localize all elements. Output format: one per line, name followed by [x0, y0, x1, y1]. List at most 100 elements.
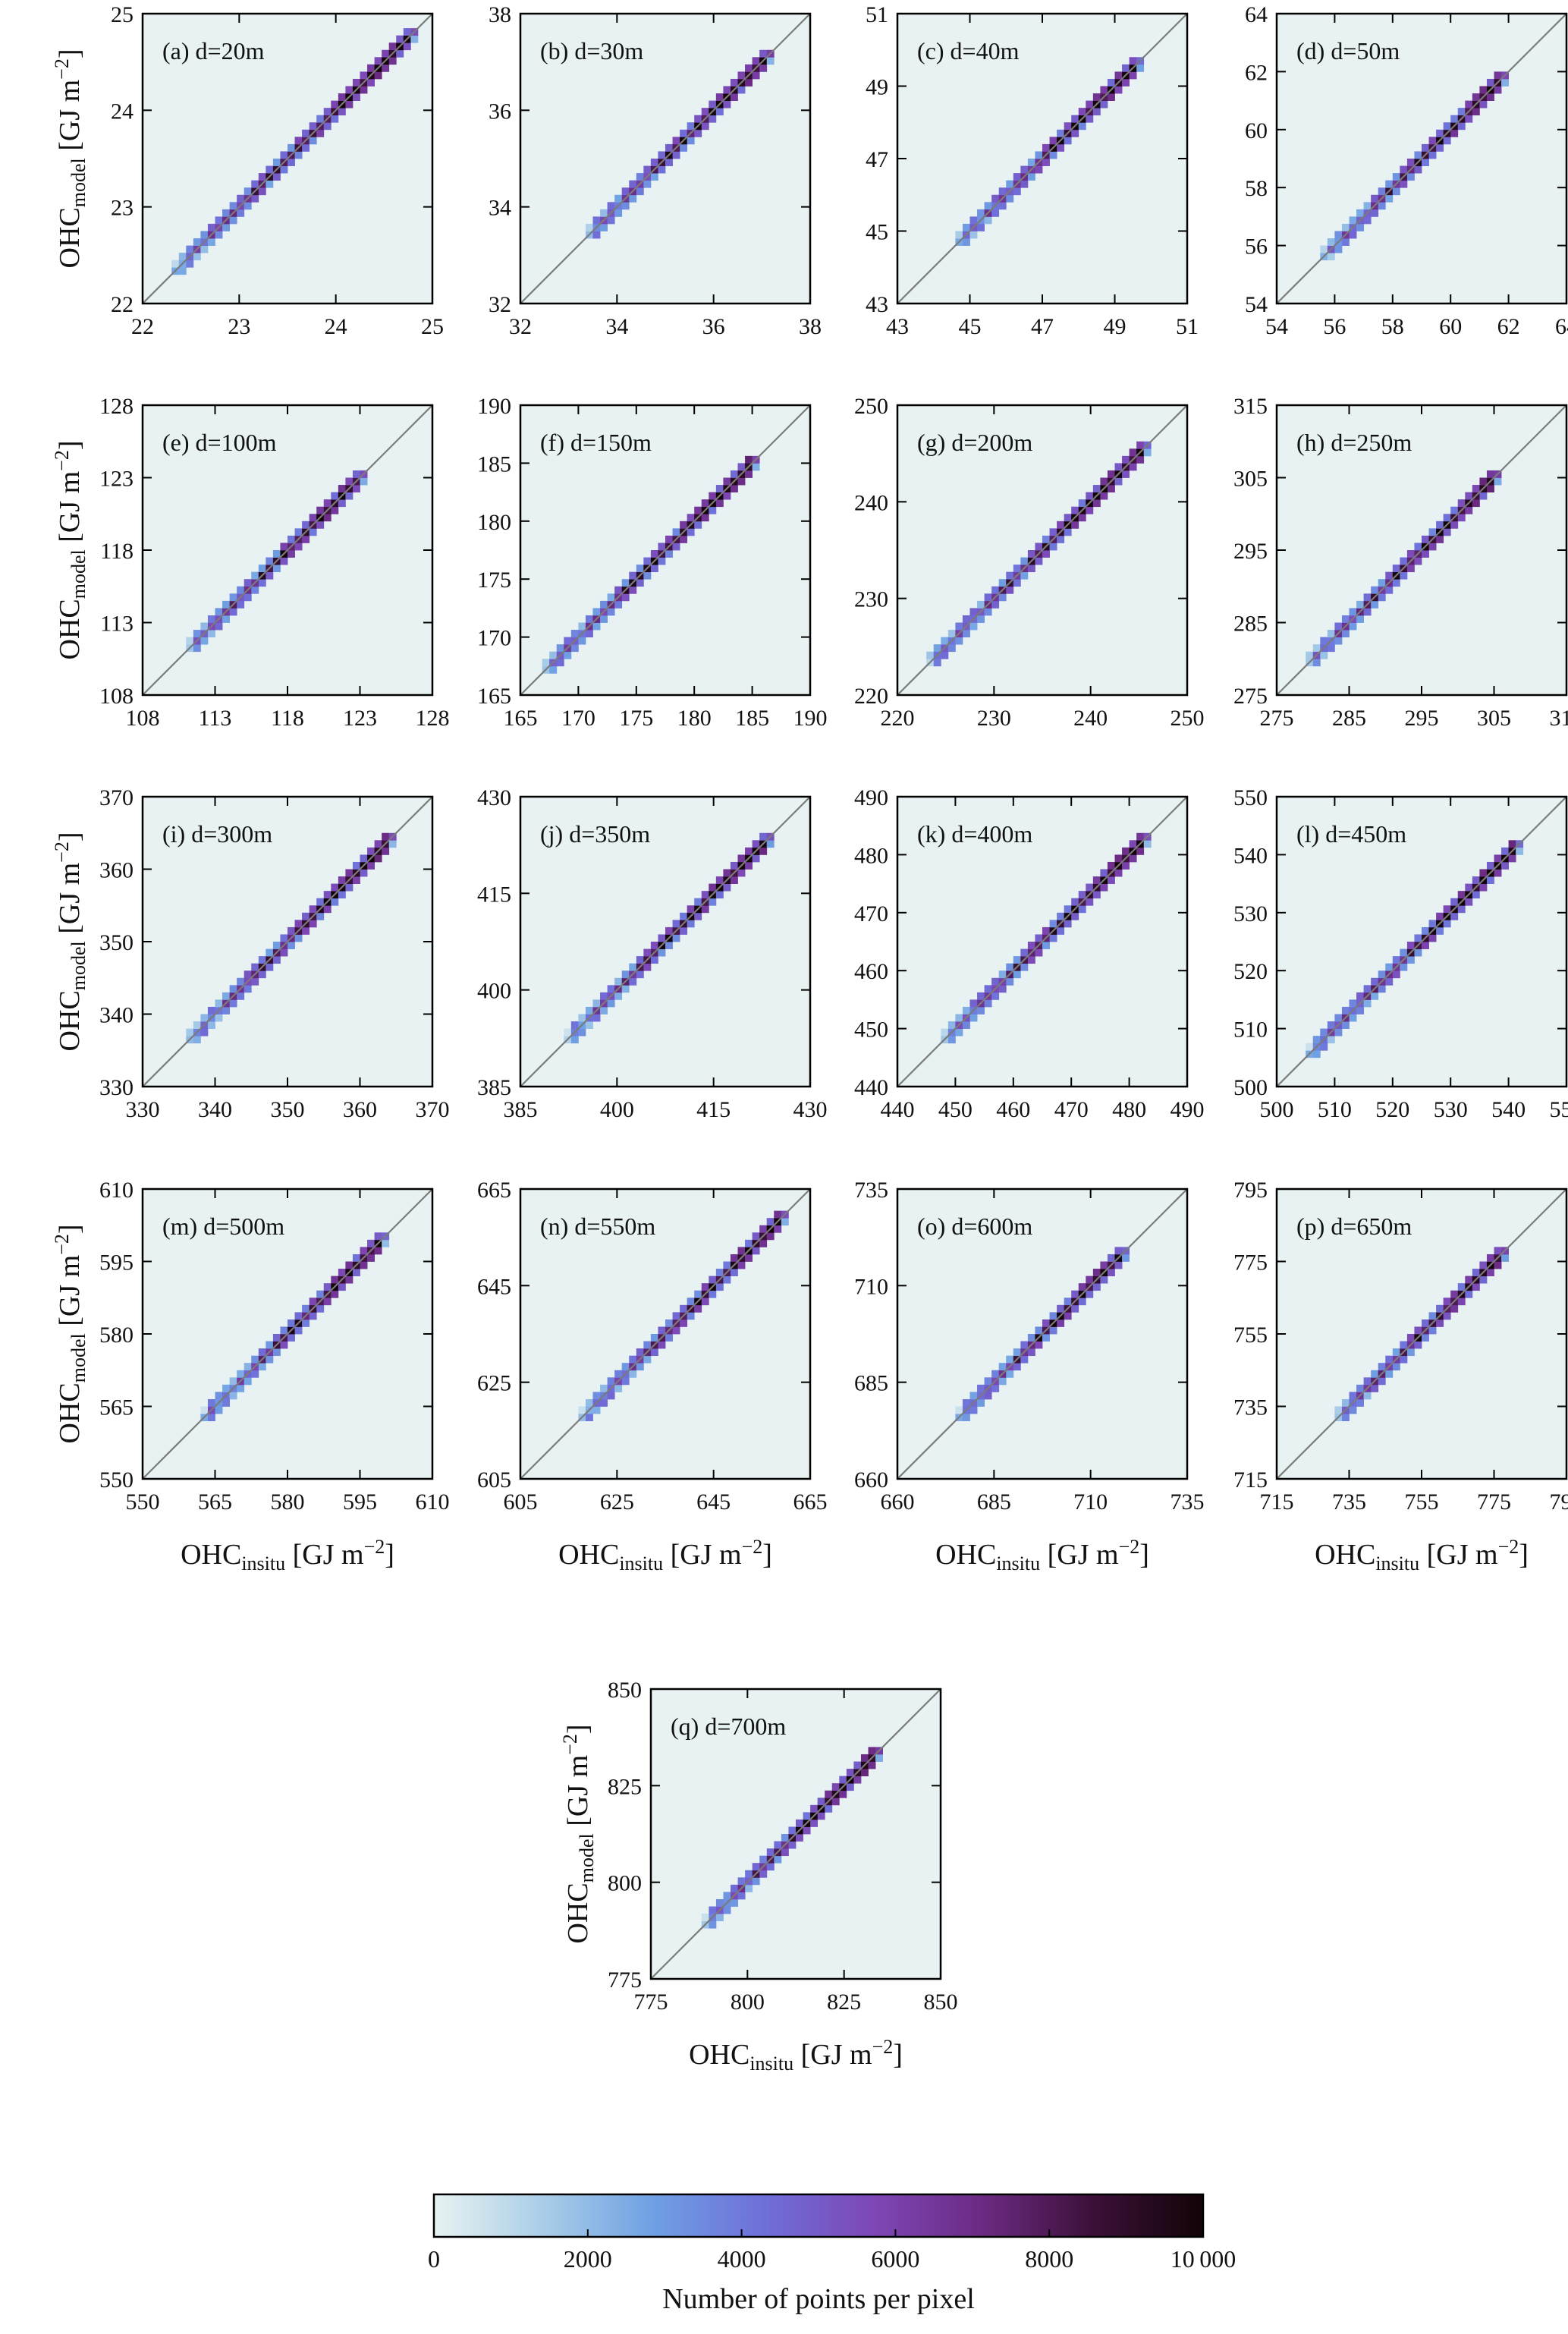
x-tick-label: 385 [504, 1097, 538, 1122]
heatmap-cell [1071, 521, 1079, 529]
heatmap-cell [229, 202, 237, 210]
heatmap-cell [759, 49, 768, 58]
heatmap-cell [1027, 942, 1035, 949]
heatmap-cell [614, 992, 623, 1000]
heatmap-cell [1071, 115, 1079, 123]
heatmap-cell [1508, 854, 1516, 863]
heatmap-cell [672, 1312, 680, 1320]
heatmap-cell [1122, 470, 1130, 478]
heatmap-cell [1457, 108, 1466, 116]
heatmap-cell [294, 1326, 303, 1335]
heatmap-cell [1114, 869, 1123, 877]
heatmap-cell [229, 216, 237, 225]
y-tick-label: 340 [99, 1003, 134, 1028]
heatmap-cell [1356, 600, 1364, 609]
heatmap-cell [1020, 571, 1029, 580]
one-to-one-line [520, 1188, 811, 1480]
heatmap-cell [352, 470, 360, 478]
heatmap-cell [1341, 1398, 1350, 1407]
heatmap-cell [251, 1355, 259, 1364]
heatmap-cell [1064, 122, 1072, 131]
heatmap-cell [781, 1834, 789, 1842]
x-tick-label: 185 [735, 706, 769, 731]
heatmap-cell [1334, 1014, 1343, 1022]
y-axis-label-close: ] [54, 49, 86, 58]
heatmap-cell [352, 78, 360, 87]
y-tick-label: 755 [1233, 1323, 1268, 1348]
heatmap-cell [723, 883, 731, 892]
y-axis-label-main: OHC [562, 1883, 594, 1943]
heatmap-cell [1006, 180, 1014, 188]
heatmap-cell [592, 1406, 601, 1414]
heatmap-cell [592, 231, 601, 239]
heatmap-cell [266, 165, 274, 174]
x-tick-label: 25 [421, 314, 444, 339]
heatmap-cell [730, 78, 738, 87]
y-tick-label: 23 [111, 196, 134, 221]
heatmap-cell [1035, 948, 1043, 957]
heatmap-cell [1422, 1334, 1429, 1342]
heatmap-cell [1406, 159, 1415, 166]
y-tick-label: 430 [477, 785, 511, 810]
y-axis-label-close: ] [562, 1724, 594, 1734]
y-tick-label: 36 [489, 99, 511, 124]
heatmap-cell [600, 223, 608, 231]
x-tick-label: 305 [1477, 706, 1511, 731]
heatmap-cell [338, 485, 346, 492]
heatmap-cell [1320, 1028, 1328, 1036]
y-tick-label: 32 [489, 292, 511, 317]
heatmap-cell [200, 622, 209, 631]
y-tick-label: 230 [854, 587, 888, 612]
heatmap-cell [1450, 115, 1459, 123]
heatmap-cell [360, 1261, 368, 1269]
heatmap-cell [1501, 78, 1509, 87]
heatmap-cell [1071, 912, 1079, 920]
heatmap-cell [969, 608, 978, 616]
heatmap-cell [977, 600, 985, 609]
heatmap-cell [1071, 1290, 1079, 1298]
heatmap-cell [309, 137, 317, 145]
heatmap-cell [1312, 1036, 1321, 1044]
x-axis-label-superscript: −2 [364, 1536, 385, 1558]
heatmap-cell [1092, 1269, 1101, 1276]
colorbar-tick-label: 0 [428, 2245, 440, 2273]
heatmap-cell [1363, 608, 1372, 616]
heatmap-cell [1406, 550, 1415, 558]
heatmap-cell [1378, 1377, 1386, 1386]
heatmap-cell [1436, 143, 1444, 152]
panel-title: (m) d=500m [162, 1213, 284, 1240]
heatmap-cell [1392, 173, 1400, 181]
heatmap-cell [962, 223, 970, 231]
heatmap-cell [715, 93, 724, 101]
heatmap-cell [969, 622, 978, 631]
heatmap-cell [1356, 1006, 1364, 1014]
x-axis-label-subscript: insitu [1375, 1552, 1419, 1574]
heatmap-cell [969, 231, 978, 239]
x-axis-label: OHCinsitu [GJ m−2] [1315, 1536, 1529, 1574]
x-tick-label: 470 [1054, 1097, 1089, 1122]
heatmap-cell [752, 57, 760, 65]
heatmap-cell [294, 1312, 303, 1320]
heatmap-cell [229, 608, 237, 616]
panel-frame [519, 404, 812, 697]
heatmap-cell [1100, 100, 1108, 109]
heatmap-cell [730, 861, 738, 870]
heatmap-cell [680, 926, 688, 935]
y-tick-label: 56 [1245, 234, 1268, 260]
y-tick-label: 550 [99, 1467, 134, 1493]
heatmap-cell [723, 477, 731, 486]
heatmap-cell [1479, 1261, 1488, 1269]
x-axis-label-subscript: insitu [996, 1552, 1040, 1574]
heatmap-cell [723, 1261, 731, 1269]
heatmap-cell [1400, 180, 1408, 188]
heatmap-cell [1341, 615, 1350, 623]
heatmap-cell [643, 557, 652, 565]
heatmap-cell [1428, 528, 1437, 536]
y-axis-label-main: OHC [54, 599, 86, 659]
heatmap-cell [1385, 571, 1394, 580]
heatmap-cell [1334, 622, 1343, 631]
heatmap-cell [280, 1326, 288, 1335]
heatmap-cell [186, 260, 194, 268]
panel-title: (f) d=150m [540, 429, 652, 456]
heatmap-cell [1450, 506, 1459, 514]
